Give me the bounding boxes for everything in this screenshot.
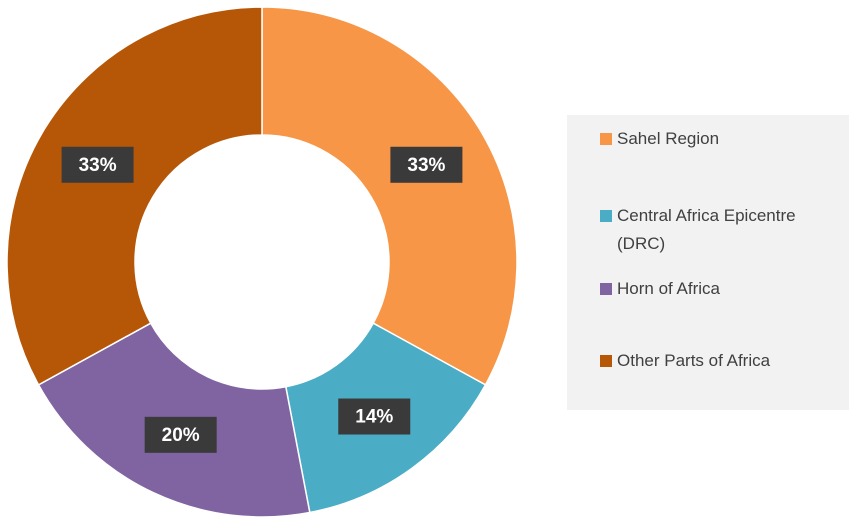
legend-label: Central Africa Epicentre (DRC) (617, 206, 796, 253)
data-label: 33% (407, 155, 445, 176)
legend-swatch (600, 133, 612, 145)
donut-slice (261, 6, 518, 386)
legend-label: Other Parts of Africa (617, 351, 771, 370)
legend-item: Horn of Africa (600, 275, 840, 303)
legend-swatch (600, 283, 612, 295)
data-label: 20% (162, 425, 200, 446)
legend-swatch (600, 210, 612, 222)
legend-item: Sahel Region (600, 125, 840, 153)
legend-swatch (600, 355, 612, 367)
legend-item: Central Africa Epicentre (DRC) (600, 202, 840, 258)
legend-label: Sahel Region (617, 129, 720, 148)
label-box (61, 146, 134, 183)
label-box (338, 398, 411, 435)
label-box (144, 416, 217, 453)
data-label: 14% (355, 407, 393, 428)
label-box (390, 146, 463, 183)
legend-item: Other Parts of Africa (600, 347, 840, 375)
data-label: 33% (79, 155, 117, 176)
donut-slice (6, 6, 263, 386)
legend: Sahel Region Central Africa Epicentre (DR… (567, 115, 849, 410)
legend-label: Horn of Africa (617, 279, 720, 298)
